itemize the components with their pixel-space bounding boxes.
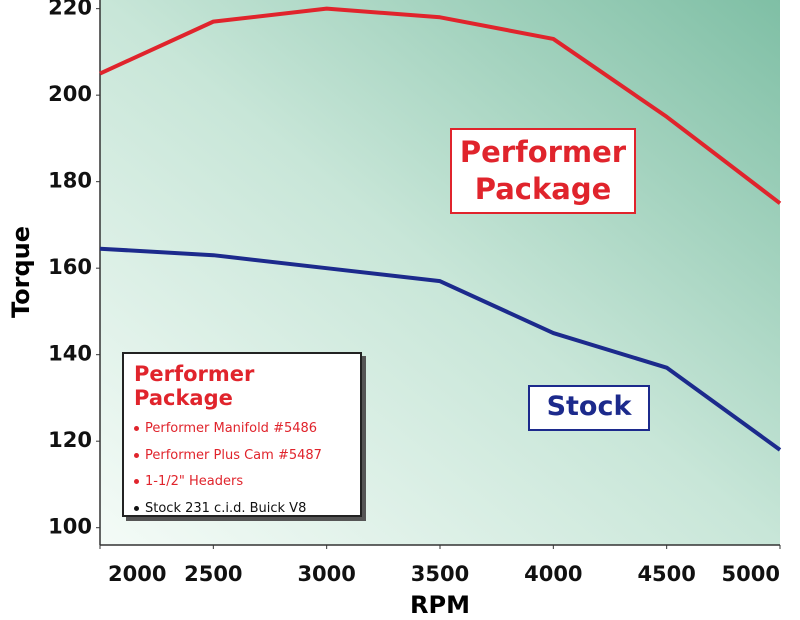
x-tick-label: 3500 <box>411 562 469 586</box>
y-tick-label: 200 <box>48 82 92 106</box>
legend-title: Performer Package <box>134 362 255 410</box>
legend-item: Performer Manifold #5486 <box>134 416 350 443</box>
bullet <box>134 452 139 458</box>
series-line <box>99 246 782 452</box>
legend-box: Performer Package Performer Manifold #54… <box>122 352 362 517</box>
bullet <box>134 426 139 431</box>
x-tick-label: 2000 <box>108 562 166 586</box>
x-tick-label: 4500 <box>637 562 695 586</box>
y-tick-label: 220 <box>48 0 92 20</box>
legend-item: 1-1/2" Headers <box>134 469 350 496</box>
bullet <box>134 505 139 511</box>
x-axis-label: RPM <box>410 591 470 619</box>
legend-item: Performer Plus Cam #5487 <box>134 443 350 470</box>
y-tick-label: 180 <box>48 169 92 193</box>
legend-text: Performer Plus Cam #5487 <box>145 447 322 463</box>
bullet <box>134 479 139 484</box>
legend-item: Stock 231 c.i.d. Buick V8 <box>134 496 350 523</box>
y-tick-label: 120 <box>48 428 92 452</box>
legend-text: 1-1/2" Headers <box>145 474 244 489</box>
x-tick-label: 5000 <box>722 562 780 586</box>
y-tick-label: 140 <box>48 342 92 366</box>
series-label: Performer Package <box>450 128 636 214</box>
y-tick-label: 160 <box>48 255 92 279</box>
y-tick-label: 100 <box>48 515 92 539</box>
series-label: Stock <box>528 385 650 431</box>
x-tick-label: 4000 <box>524 562 582 586</box>
series-line <box>99 6 782 205</box>
legend-text: Stock 231 c.i.d. Buick V8 <box>145 500 307 516</box>
y-axis-label: Torque <box>7 226 35 318</box>
x-tick-label: 3000 <box>297 562 355 586</box>
x-tick-label: 2500 <box>184 562 242 586</box>
legend-text: Performer Manifold #5486 <box>145 421 318 436</box>
